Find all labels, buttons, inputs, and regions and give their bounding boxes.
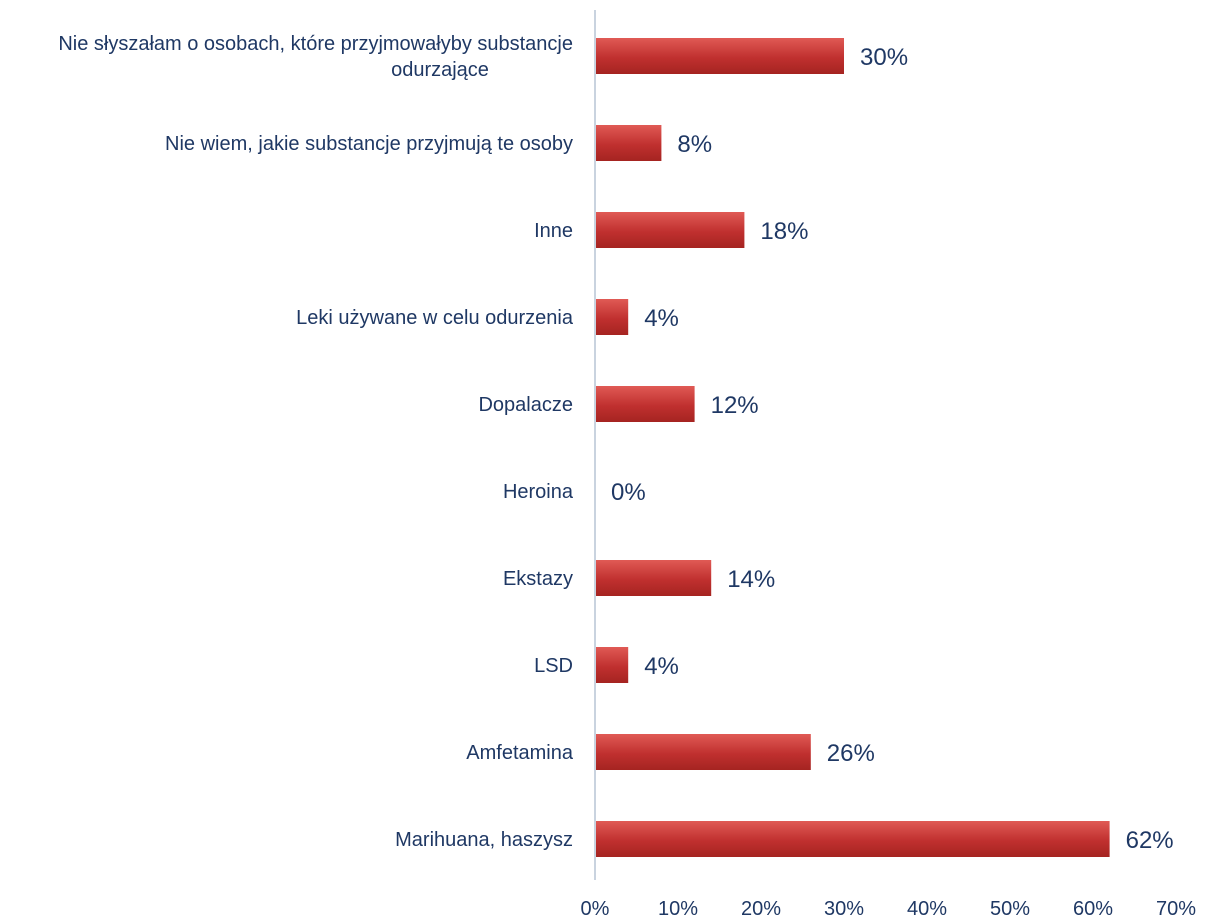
data-label-7: 4% [644,653,679,680]
x-tick-label-0: 0% [581,898,610,920]
x-tick-label-7: 70% [1156,898,1196,920]
bar-9 [595,821,1110,857]
data-label-0: 30% [860,44,908,71]
data-label-3: 4% [644,305,679,332]
category-labels: Nie słyszałam o osobach, które przyjmowa… [58,33,574,851]
bars-layer [595,38,1110,857]
data-label-8: 26% [827,740,875,767]
category-label-9: Marihuana, haszysz [395,829,573,851]
category-label-2: Inne [534,220,573,242]
data-label-9: 62% [1126,827,1174,854]
category-label-1: Nie wiem, jakie substancje przyjmują te … [165,133,573,155]
bar-1 [595,125,662,161]
data-label-6: 14% [727,566,775,593]
category-label-6: Ekstazy [503,568,573,590]
x-axis-tick-labels: 0% 10% 20% 30% 40% 50% 60% 70% [581,898,1197,920]
category-label-0-line-0: Nie słyszałam o osobach, które przyjmowa… [58,33,573,55]
x-tick-label-3: 30% [824,898,864,920]
category-label-7: LSD [534,655,573,677]
x-tick-label-4: 40% [907,898,947,920]
x-tick-label-5: 50% [990,898,1030,920]
bar-6 [595,560,712,596]
data-label-4: 12% [711,392,759,419]
data-label-1: 8% [677,131,712,158]
category-label-4: Dopalacze [478,394,573,416]
bar-8 [595,734,811,770]
category-label-3: Leki używane w celu odurzenia [296,307,574,329]
category-label-8: Amfetamina [466,742,574,764]
bar-4 [595,386,695,422]
category-label-5: Heroina [503,481,574,503]
x-tick-label-6: 60% [1073,898,1113,920]
category-label-0: Nie słyszałam o osobach, które przyjmowa… [58,33,573,81]
x-tick-label-1: 10% [658,898,698,920]
category-label-0-line-1: odurzające [391,59,489,81]
data-label-5: 0% [611,479,646,506]
data-label-2: 18% [760,218,808,245]
bar-3 [595,299,629,335]
bar-7 [595,647,629,683]
x-tick-label-2: 20% [741,898,781,920]
data-labels: 30% 8% 18% 4% 12% 0% 14% 4% 26% 62% [611,44,1174,854]
bar-2 [595,212,745,248]
bar-0 [595,38,844,74]
